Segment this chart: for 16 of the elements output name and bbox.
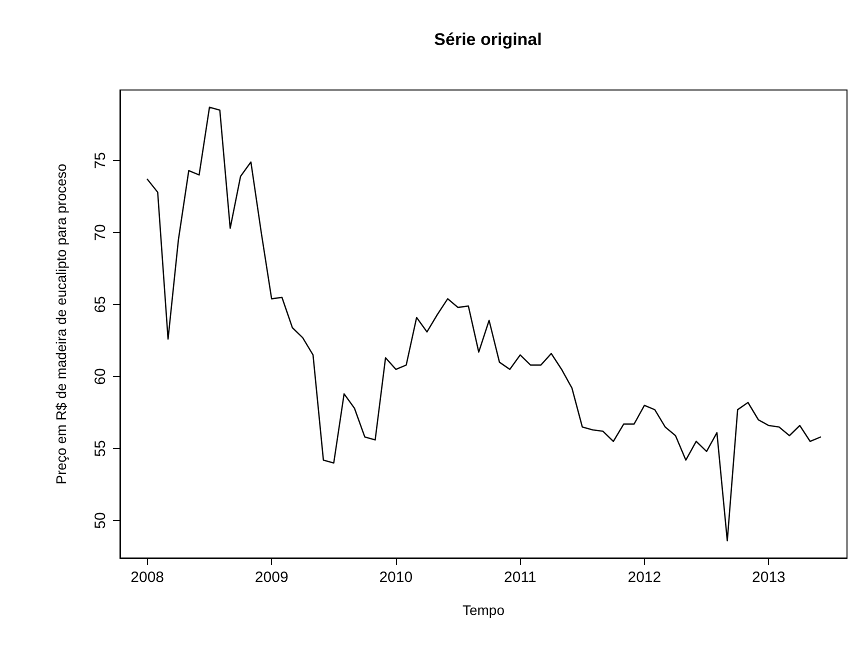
y-tick-label: 60 xyxy=(92,368,109,385)
x-tick-label: 2012 xyxy=(628,569,662,586)
x-tick-label: 2009 xyxy=(254,569,288,586)
x-tick-label: 2008 xyxy=(130,569,164,586)
y-axis-title: Preço em R$ de madeira de eucalipto para proceso xyxy=(53,163,69,484)
x-axis-title: Tempo xyxy=(462,602,505,618)
x-tick-label: 2010 xyxy=(379,569,413,586)
x-tick-label: 2011 xyxy=(504,569,536,586)
y-tick-label: 55 xyxy=(92,440,109,457)
x-tick-label: 2013 xyxy=(752,569,786,586)
chart-title: Série original xyxy=(434,30,542,49)
y-tick-label: 65 xyxy=(92,296,109,313)
y-tick-label: 70 xyxy=(92,224,109,241)
y-tick-label: 50 xyxy=(92,512,109,529)
y-tick-label: 75 xyxy=(92,152,109,169)
line-series xyxy=(146,106,822,542)
